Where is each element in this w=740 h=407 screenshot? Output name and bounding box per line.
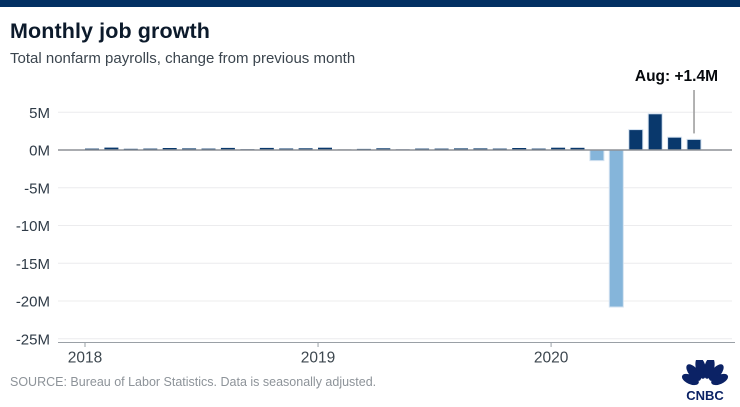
bar-jun-2018 xyxy=(182,148,197,150)
bar-nov-2019 xyxy=(512,148,527,150)
cnbc-logo: CNBC xyxy=(679,357,731,403)
brand-topbar xyxy=(0,0,740,7)
x-axis-label: 2019 xyxy=(301,350,335,367)
bar-may-2018 xyxy=(162,148,177,150)
y-axis-label: -20M xyxy=(16,294,50,311)
bar-jan-2019 xyxy=(318,147,332,150)
bar-oct-2018 xyxy=(259,147,274,150)
y-axis-label: 5M xyxy=(29,105,50,122)
bar-jan-2020 xyxy=(551,147,566,150)
bar-jul-2020 xyxy=(667,136,683,151)
bar-apr-2019 xyxy=(376,148,391,150)
source-note: SOURCE: Bureau of Labor Statistics. Data… xyxy=(10,375,377,389)
x-axis-label: 2018 xyxy=(68,350,102,367)
bar-jun-2020 xyxy=(647,113,663,151)
bar-apr-2020 xyxy=(608,149,624,308)
y-axis-label: -5M xyxy=(24,180,50,197)
bar-mar-2020 xyxy=(589,149,605,162)
cnbc-wordmark: CNBC xyxy=(686,388,724,402)
page-title: Monthly job growth xyxy=(10,19,211,43)
bar-aug-2018 xyxy=(220,147,235,150)
bar-may-2020 xyxy=(628,129,644,151)
x-axis-label: 2020 xyxy=(534,350,569,367)
annotation-label: Aug: +1.4M xyxy=(634,68,718,85)
y-axis-label: -10M xyxy=(16,218,50,235)
bar-aug-2020 xyxy=(686,138,702,151)
bar-aug-2019 xyxy=(454,148,468,150)
y-axis-label: -25M xyxy=(16,331,50,348)
bar-sep-2019 xyxy=(473,148,488,150)
peacock-icon xyxy=(681,357,729,386)
bar-dec-2018 xyxy=(298,148,313,150)
bar-feb-2018 xyxy=(104,147,119,150)
y-axis-label: -15M xyxy=(16,256,50,273)
chart-subtitle: Total nonfarm payrolls, change from prev… xyxy=(10,50,356,67)
y-axis-label: 0M xyxy=(29,143,50,160)
bar-feb-2020 xyxy=(570,147,585,150)
